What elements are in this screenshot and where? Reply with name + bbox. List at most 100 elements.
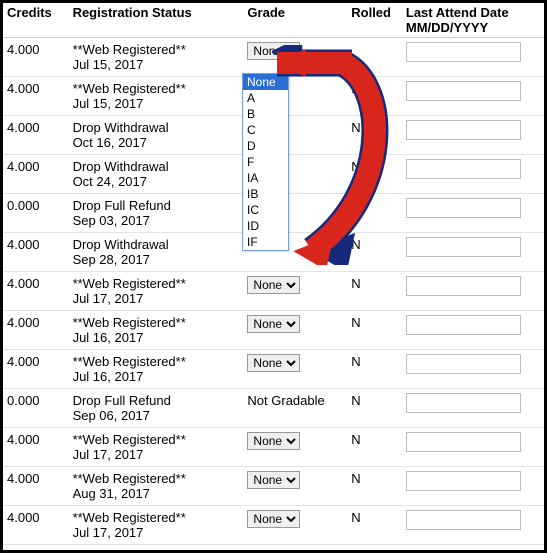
cell-registration-status: **Web Registered**Jul 16, 2017 [69,350,244,389]
grade-option[interactable]: C [243,122,288,138]
grade-select[interactable]: None [247,315,300,333]
registration-status-text: Drop Withdrawal [73,159,240,174]
table-row: 4.000**Web Registered**Jul 16, 2017NoneN [3,311,544,350]
cell-credits: 4.000 [3,467,69,506]
registration-status-date: Jul 17, 2017 [73,447,240,462]
table-row: 0.000Drop Full RefundSep 06, 2017Not Gra… [3,389,544,428]
cell-credits: 0.000 [3,194,69,233]
last-attend-date-input[interactable] [406,120,521,140]
grade-option[interactable]: B [243,106,288,122]
cell-registration-status: Drop WithdrawalSep 28, 2017 [69,233,244,272]
grade-option[interactable]: D [243,138,288,154]
cell-credits: 4.000 [3,233,69,272]
grade-select[interactable]: None [247,276,300,294]
grade-select[interactable]: None [247,471,300,489]
header-rolled: Rolled [347,3,402,38]
cell-grade: None [243,428,347,467]
registration-status-text: Drop Withdrawal [73,120,240,135]
grade-option[interactable]: ID [243,218,288,234]
last-attend-date-input[interactable] [406,393,521,413]
registration-status-text: Drop Full Refund [73,393,240,408]
registration-status-date: Jul 16, 2017 [73,330,240,345]
last-attend-date-input[interactable] [406,276,521,296]
grade-text: Not Gradable [247,393,324,408]
cell-last-attend-date [402,77,544,116]
cell-grade: None [243,350,347,389]
grade-option[interactable]: IB [243,186,288,202]
header-last-attend: Last Attend Date MM/DD/YYYY [402,3,544,38]
registration-status-text: **Web Registered** [73,315,240,330]
last-attend-date-input[interactable] [406,42,521,62]
last-attend-date-input[interactable] [406,81,521,101]
grade-select[interactable]: None [247,42,300,60]
registration-status-date: Sep 28, 2017 [73,252,240,267]
cell-registration-status: Drop Full RefundSep 06, 2017 [69,389,244,428]
cell-last-attend-date [402,233,544,272]
cell-credits: 4.000 [3,77,69,116]
cell-registration-status: Drop WithdrawalOct 16, 2017 [69,116,244,155]
registration-status-date: Oct 24, 2017 [73,174,240,189]
last-attend-date-input[interactable] [406,198,521,218]
registration-status-text: **Web Registered** [73,81,240,96]
grade-option[interactable]: IC [243,202,288,218]
cell-grade: Not Gradable [243,389,347,428]
cell-registration-status: Drop Full RefundSep 03, 2017 [69,194,244,233]
cell-last-attend-date [402,467,544,506]
table-row: 4.000**Web Registered**Jul 15, 2017None [3,38,544,77]
cell-rolled: N [347,467,402,506]
cell-last-attend-date [402,428,544,467]
last-attend-date-input[interactable] [406,237,521,257]
grade-select[interactable]: None [247,432,300,450]
cell-rolled: N [347,311,402,350]
cell-registration-status: **Web Registered**Jul 15, 2017 [69,38,244,77]
grade-option[interactable]: F [243,154,288,170]
grade-dropdown-open[interactable]: NoneABCDFIAIBICIDIF [242,73,289,251]
registration-status-date: Jul 15, 2017 [73,96,240,111]
cell-grade: None [243,38,347,77]
last-attend-date-input[interactable] [406,159,521,179]
cell-credits: 4.000 [3,116,69,155]
cell-rolled: N [347,233,402,272]
registration-status-date: Sep 06, 2017 [73,408,240,423]
last-attend-date-input[interactable] [406,315,521,335]
registration-status-date: Aug 31, 2017 [73,486,240,501]
cell-last-attend-date [402,272,544,311]
cell-credits: 4.000 [3,506,69,545]
header-registration: Registration Status [69,3,244,38]
table-row: 4.000**Web Registered**Jul 16, 2017None N [3,350,544,389]
cell-credits: 4.000 [3,428,69,467]
cell-rolled: N [347,272,402,311]
cell-credits: 0.000 [3,389,69,428]
last-attend-date-input[interactable] [406,432,521,452]
cell-last-attend-date [402,194,544,233]
grade-select[interactable]: None [247,354,300,372]
cell-rolled: N [347,116,402,155]
cell-credits: 4.000 [3,350,69,389]
last-attend-date-input[interactable] [406,354,521,374]
cell-grade: None [243,506,347,545]
grade-option[interactable]: A [243,90,288,106]
table-row: 4.000**Web Registered**Jul 17, 2017NoneN [3,272,544,311]
cell-rolled [347,38,402,77]
table-row: 4.000**Web Registered**Jul 17, 2017NoneN [3,428,544,467]
registration-status-text: Drop Full Refund [73,198,240,213]
cell-last-attend-date [402,389,544,428]
header-last-attend-format: MM/DD/YYYY [406,20,540,35]
cell-credits: 4.000 [3,38,69,77]
cell-rolled: N [347,350,402,389]
last-attend-date-input[interactable] [406,510,521,530]
grade-option[interactable]: IA [243,170,288,186]
cell-registration-status: **Web Registered**Jul 16, 2017 [69,311,244,350]
table-row: 4.000**Web Registered**Jul 17, 2017NoneN [3,506,544,545]
cell-registration-status: **Web Registered**Aug 31, 2017 [69,467,244,506]
cell-rolled: N [347,389,402,428]
grade-select[interactable]: None [247,510,300,528]
last-attend-date-input[interactable] [406,471,521,491]
grade-option[interactable]: None [243,74,288,90]
registration-status-date: Jul 15, 2017 [73,57,240,72]
cell-credits: 4.000 [3,155,69,194]
cell-registration-status: **Web Registered**Jul 17, 2017 [69,272,244,311]
registration-status-text: **Web Registered** [73,276,240,291]
grade-option[interactable]: IF [243,234,288,250]
cell-last-attend-date [402,38,544,77]
